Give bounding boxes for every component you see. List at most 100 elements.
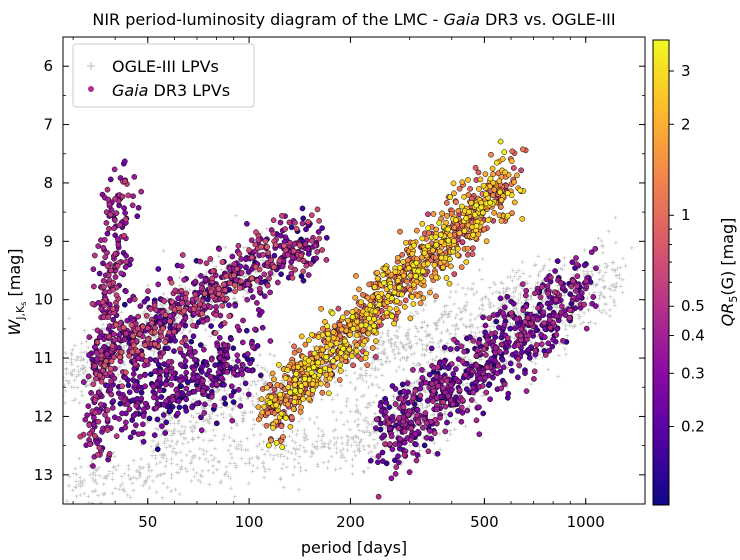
gaia-point-1773 <box>132 361 139 368</box>
gaia-point-1545 <box>435 383 442 389</box>
gaia-point-38 <box>230 399 237 405</box>
ogle-point-2638 <box>224 464 229 469</box>
ogle-point-2172 <box>533 361 538 366</box>
gaia-point-2109 <box>231 282 238 289</box>
gaia-point-1925 <box>459 239 466 246</box>
gaia-point-1164 <box>128 256 134 263</box>
ogle-point-1270 <box>225 405 230 409</box>
ogle-point-373 <box>69 362 74 367</box>
ogle-point-727 <box>501 290 506 295</box>
ogle-point-2027 <box>582 247 587 252</box>
ogle-point-1462 <box>529 286 533 291</box>
gaia-point-1873 <box>96 372 103 379</box>
gaia-point-1659 <box>238 270 245 276</box>
ogle-point-2541 <box>211 458 215 463</box>
gaia-point-1064 <box>152 368 158 375</box>
ogle-point-2312 <box>292 457 297 462</box>
ogle-point-734 <box>251 394 255 399</box>
ogle-point-160 <box>260 258 265 263</box>
gaia-point-1839 <box>94 451 101 458</box>
ogle-point-800 <box>188 425 193 430</box>
gaia-point-1797 <box>92 397 99 404</box>
ogle-point-1313 <box>250 402 255 407</box>
ogle-point-2763 <box>192 474 197 479</box>
gaia-point-1459 <box>115 241 122 248</box>
ogle-point-915 <box>404 333 409 338</box>
gaia-point-1037 <box>404 380 411 387</box>
ogle-point-2596 <box>113 486 118 491</box>
chart-title-italic: Gaia <box>443 10 479 29</box>
ogle-point-2224 <box>613 215 618 220</box>
ogle-point-943 <box>375 346 380 351</box>
ogle-point-1147 <box>510 278 515 283</box>
ogle-point-1360 <box>241 413 246 418</box>
ogle-point-2334 <box>206 459 211 464</box>
gaia-point-1567 <box>429 380 435 387</box>
gaia-point-1387 <box>392 471 399 477</box>
gaia-point-2108 <box>129 349 136 355</box>
gaia-point-1815 <box>314 249 321 255</box>
gaia-point-54 <box>230 345 237 352</box>
gaia-point-1382 <box>482 375 488 382</box>
ogle-point-1249 <box>407 327 411 332</box>
gaia-point-419 <box>130 429 137 436</box>
ogle-point-2265 <box>581 269 586 274</box>
gaia-point-1380 <box>583 283 590 290</box>
gaia-point-251 <box>480 410 487 417</box>
ogle-point-2246 <box>612 288 617 293</box>
ogle-point-795 <box>154 426 158 431</box>
ogle-point-2305 <box>212 456 217 461</box>
gaia-point-1411 <box>420 424 426 431</box>
ogle-point-350 <box>56 388 60 392</box>
ogle-point-2436 <box>304 433 309 438</box>
gaia-point-1354 <box>168 369 175 375</box>
gaia-point-1408 <box>201 410 208 416</box>
ogle-point-324 <box>160 303 165 308</box>
gaia-point-955 <box>235 358 241 364</box>
gaia-point-727 <box>395 453 401 460</box>
ogle-point-1081 <box>504 287 509 292</box>
gaia-point-1397 <box>560 337 566 344</box>
gaia-point-1801 <box>213 312 219 318</box>
gaia-point-875 <box>488 355 495 362</box>
gaia-point-1028 <box>140 406 147 413</box>
ogle-point-1361 <box>393 333 397 338</box>
gaia-point-1434 <box>167 313 173 319</box>
gaia-point-1759 <box>116 222 123 229</box>
gaia-point-1347 <box>469 368 476 375</box>
ogle-point-2530 <box>206 468 211 473</box>
ogle-point-1 <box>58 379 62 383</box>
gaia-point-694 <box>153 357 160 364</box>
gaia-point-1722 <box>567 307 573 314</box>
gaia-point-685 <box>373 425 379 432</box>
gaia-point-527 <box>204 362 210 368</box>
gaia-point-1498 <box>85 373 92 380</box>
ogle-point-492 <box>63 351 68 356</box>
ogle-point-1706 <box>561 321 566 325</box>
ogle-point-2651 <box>232 494 237 499</box>
ogle-point-1584 <box>471 292 476 297</box>
ogle-point-2369 <box>454 416 458 421</box>
gaia-point-1627 <box>545 290 552 297</box>
ogle-point-1084 <box>469 330 474 335</box>
ogle-point-2505 <box>141 483 146 488</box>
ogle-point-2796 <box>67 483 72 488</box>
gaia-point-2012 <box>226 313 233 319</box>
gaia-point-1976 <box>253 229 259 235</box>
gaia-point-425 <box>242 380 249 387</box>
ogle-point-1330 <box>219 412 224 417</box>
gaia-point-1047 <box>133 422 139 429</box>
gaia-point-1914 <box>308 212 315 219</box>
gaia-point-930 <box>247 360 253 366</box>
gaia-point-2089 <box>212 330 219 336</box>
gaia-point-1670 <box>537 294 544 301</box>
ogle-point-2491 <box>320 428 325 433</box>
ogle-point-2632 <box>112 464 117 469</box>
ogle-point-843 <box>412 351 417 356</box>
ogle-point-966 <box>437 345 442 349</box>
ogle-point-1342 <box>536 254 541 259</box>
gaia-point-1674 <box>508 310 515 316</box>
gaia-point-1081 <box>490 338 496 345</box>
gaia-point-1735 <box>542 352 549 358</box>
ogle-point-2741 <box>293 440 298 445</box>
